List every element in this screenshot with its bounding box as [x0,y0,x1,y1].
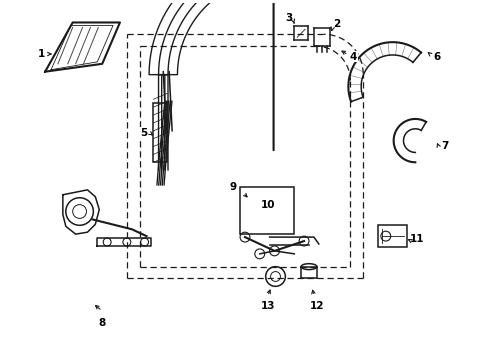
Text: 9: 9 [229,182,236,192]
Text: 8: 8 [99,318,105,328]
Bar [153,103,167,162]
Bar [240,187,294,234]
Text: 12: 12 [309,301,324,311]
Text: 6: 6 [432,52,440,62]
Text: 7: 7 [440,140,447,150]
Text: 11: 11 [409,234,424,244]
Text: 1: 1 [38,49,45,59]
Text: 2: 2 [332,19,340,30]
Bar [377,225,407,247]
Text: 13: 13 [260,301,274,311]
Text: 4: 4 [349,52,356,62]
Text: 10: 10 [260,199,274,210]
Text: 3: 3 [285,13,292,23]
Text: 5: 5 [140,128,147,138]
